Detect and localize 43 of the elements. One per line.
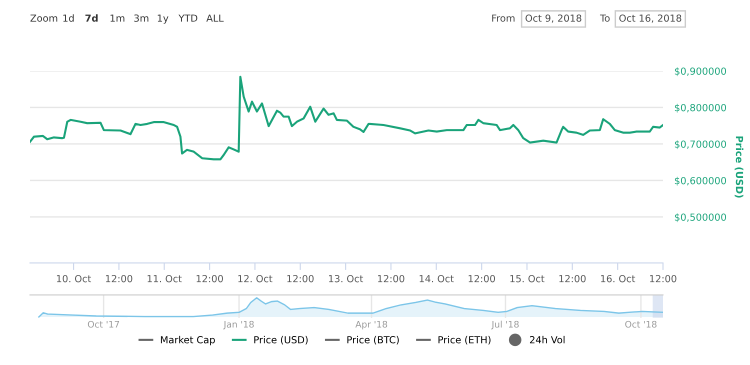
x-tick-label: 10. Oct: [56, 274, 92, 282]
legend-label: 24h Vol: [530, 336, 565, 344]
x-tick-label: 12:00: [378, 274, 404, 282]
y-tick-label: $0,900000: [674, 67, 726, 76]
x-tick-label: 12:00: [468, 274, 495, 282]
x-tick-label: 13. Oct: [329, 274, 364, 282]
x-tick-label: 12:00: [196, 274, 223, 282]
text: 1d: [63, 14, 74, 22]
y-axis-title: Price (USD): [734, 136, 744, 198]
x-tick-label: 12:00: [650, 274, 676, 282]
text: Oct 9, 2018: [526, 14, 582, 23]
legend-label: Price (ETH): [438, 336, 491, 345]
x-tick-label: 15. Oct: [510, 274, 544, 282]
legend-label: Price (BTC): [347, 336, 399, 345]
text: ALL: [206, 14, 224, 22]
text: Zoom: [30, 14, 58, 22]
text: Oct 16, 2018: [619, 14, 682, 23]
text: YTD: [178, 14, 198, 22]
x-tick-label: Apr '18: [355, 320, 388, 330]
x-tick-label: 12:00: [559, 274, 586, 282]
x-tick-label: 11. Oct: [148, 274, 182, 282]
x-tick-label: 12:00: [287, 274, 314, 282]
text: To: [600, 14, 610, 22]
x-tick-label: Jan '18: [223, 320, 254, 330]
text: 1m: [110, 14, 124, 22]
x-tick-label: Oct '18: [625, 320, 657, 328]
x-tick-label: 12:00: [106, 274, 132, 282]
x-tick-label: 14. Oct: [420, 274, 454, 282]
text: 1y: [158, 14, 168, 24]
x-tick-label: 12. Oct: [238, 274, 272, 282]
text: From: [492, 14, 515, 22]
line-series: [30, 76, 663, 160]
y-tick-label: $0,800000: [674, 104, 726, 113]
y-tick-label: $0,600000: [674, 176, 726, 186]
legend-label: Price (USD): [254, 336, 308, 345]
y-tick-label: $0,500000: [674, 213, 726, 222]
text: 7d: [85, 14, 98, 22]
x-tick-label: Oct '17: [88, 320, 120, 328]
x-tick-label: Jul '18: [491, 320, 519, 330]
text: 3m: [134, 14, 148, 22]
x-tick-label: 16. Oct: [601, 274, 636, 282]
y-tick-label: $0,700000: [674, 140, 726, 150]
legend-label: Market Cap: [160, 336, 215, 346]
